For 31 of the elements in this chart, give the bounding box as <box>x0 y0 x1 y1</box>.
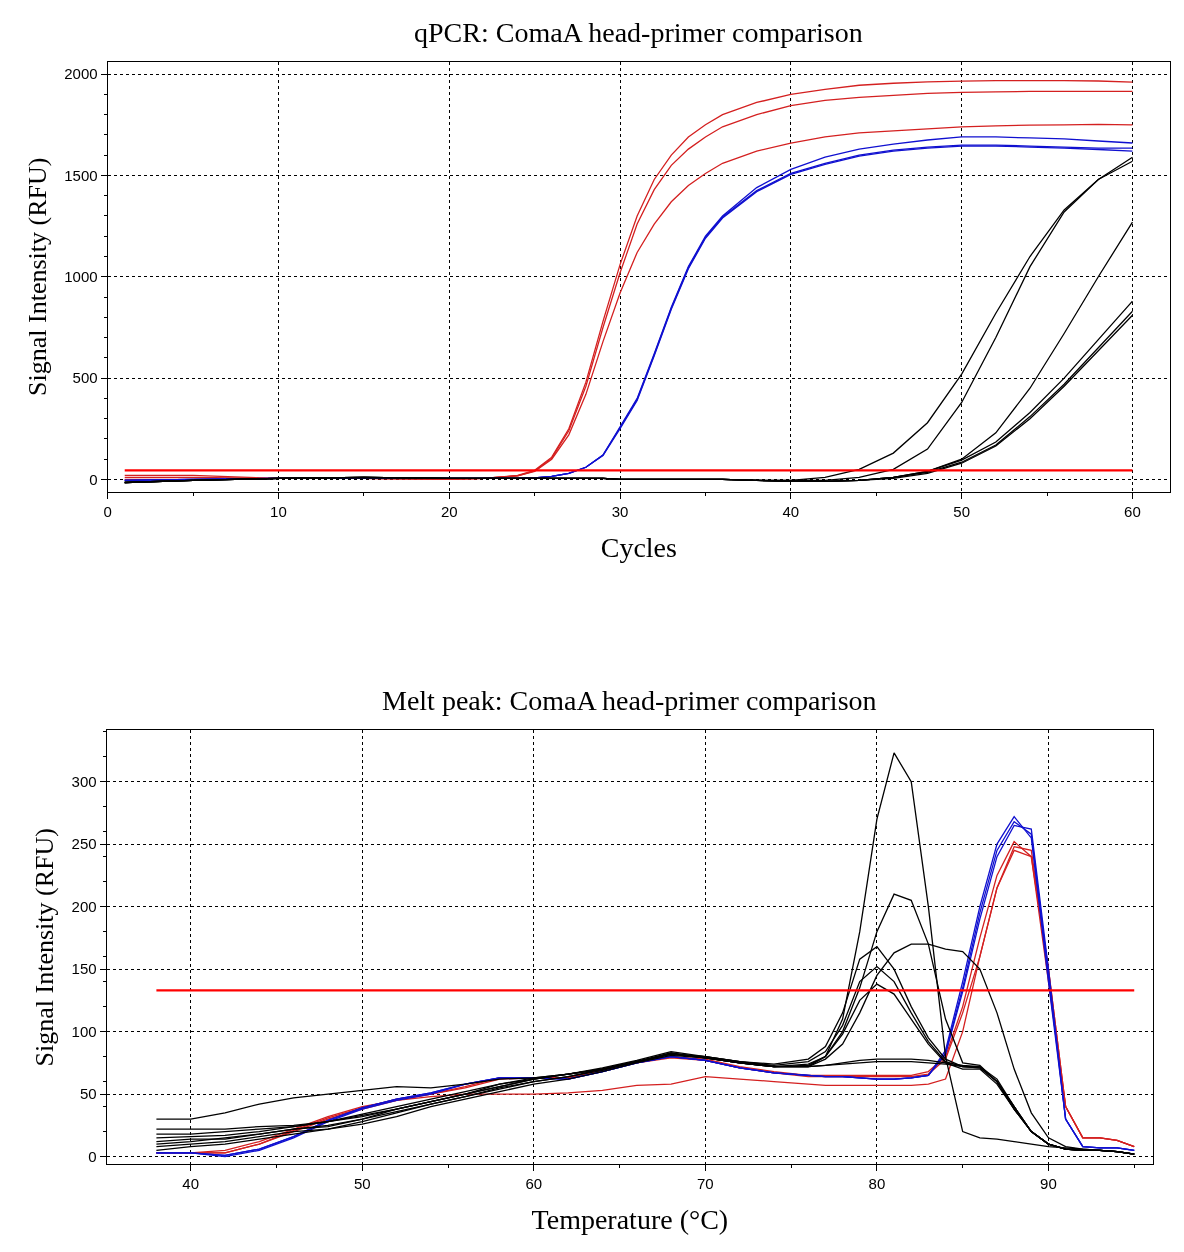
y-tick-label: 1000 <box>64 268 98 286</box>
chart-title: qPCR: ComaA head-primer comparison <box>414 17 863 48</box>
y-tick-label: 500 <box>72 369 98 387</box>
y-tick-label: 1500 <box>64 166 98 184</box>
y-tick-label: 200 <box>71 897 97 915</box>
y-tick-label: 250 <box>71 835 97 853</box>
x-tick-label: 30 <box>611 502 629 520</box>
y-tick-label: 300 <box>71 772 97 790</box>
x-tick-label: 60 <box>525 1175 543 1193</box>
x-tick-label: 50 <box>953 502 971 520</box>
y-tick-label: 150 <box>71 960 97 978</box>
x-tick-label: 60 <box>1124 502 1141 520</box>
y-tick-label: 100 <box>71 1022 97 1040</box>
x-tick-label: 40 <box>782 502 800 520</box>
y-tick-label: 0 <box>89 470 98 488</box>
x-tick-label: 20 <box>440 502 458 520</box>
x-tick-label: 90 <box>1040 1175 1057 1193</box>
y-tick-label: 50 <box>79 1085 97 1103</box>
y-axis-title: Signal Intensity (RFU) <box>22 157 52 396</box>
x-tick-label: 70 <box>697 1175 714 1193</box>
y-tick-label: 2000 <box>64 65 98 83</box>
x-tick-label: 40 <box>182 1175 200 1193</box>
x-tick-label: 50 <box>353 1175 371 1193</box>
x-tick-label: 0 <box>103 502 112 520</box>
x-tick-label: 80 <box>868 1175 886 1193</box>
x-tick-label: 10 <box>270 502 287 520</box>
chart-title: Melt peak: ComaA head-primer comparison <box>382 685 877 716</box>
x-axis-title: Cycles <box>600 531 677 563</box>
x-axis-title: Temperature (°C) <box>531 1204 729 1236</box>
y-tick-label: 0 <box>88 1147 97 1165</box>
y-axis-title: Signal Intensity (RFU) <box>30 828 60 1067</box>
